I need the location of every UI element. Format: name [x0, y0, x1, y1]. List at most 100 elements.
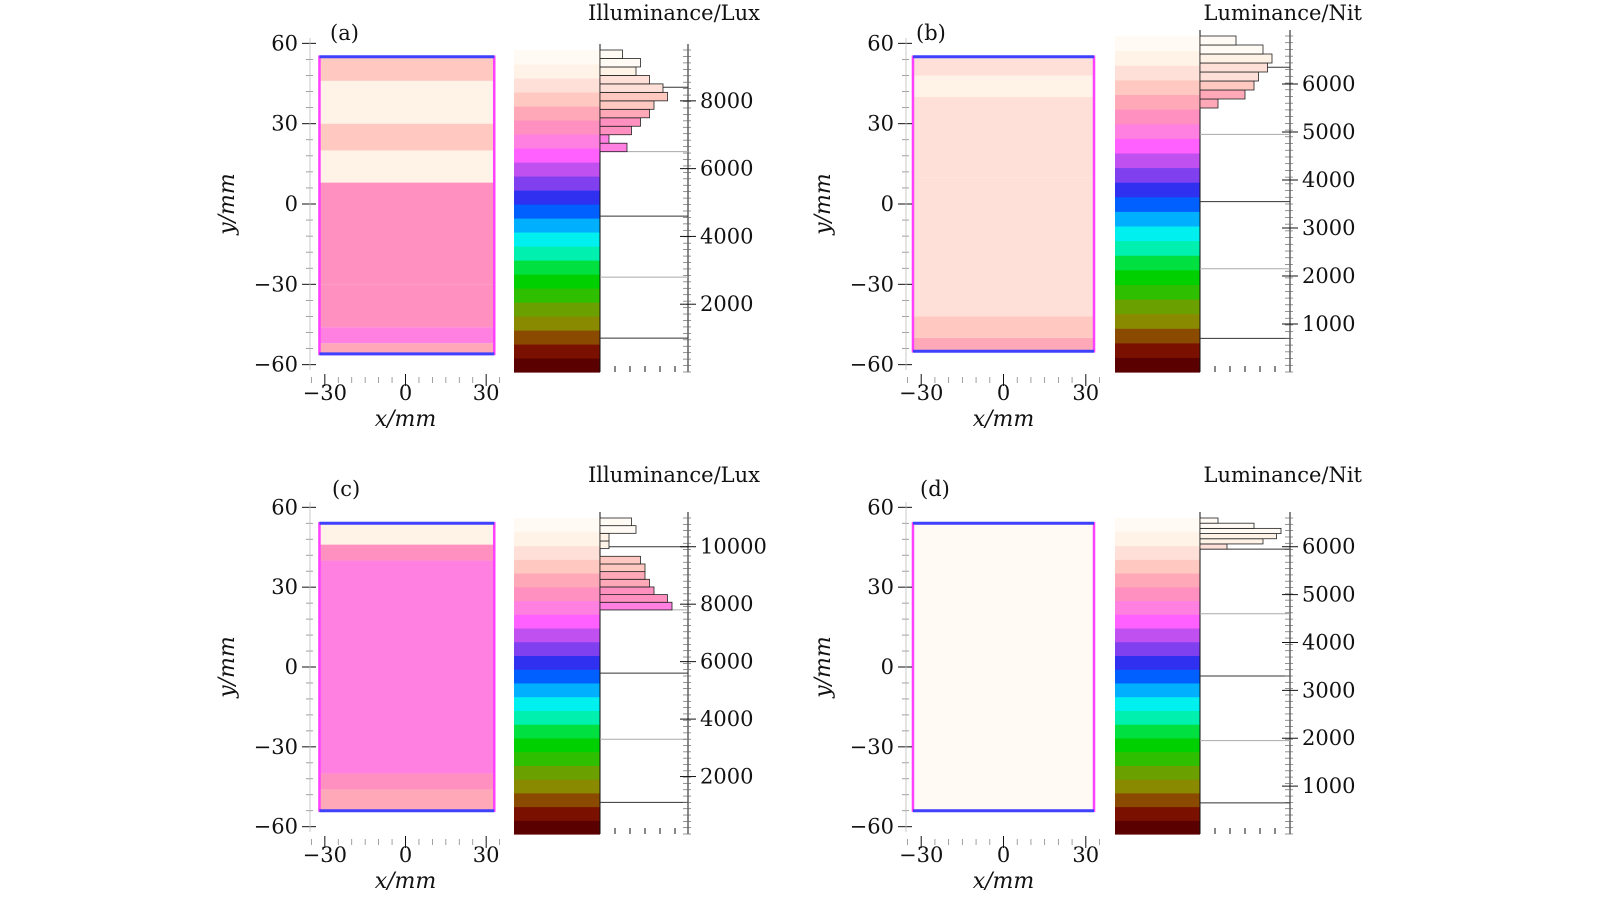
- colorbar-segment-c-6: [514, 751, 600, 766]
- panel-a: (a) y/mm x/mm −30 0 30 60 30 0 −30 −60 I…: [215, 1, 760, 432]
- colorbar-segment-c-20: [514, 559, 600, 574]
- colorbar-c: [514, 518, 600, 835]
- colorbar-segment-b-11: [1115, 211, 1200, 227]
- histogram-d: [1199, 512, 1298, 835]
- heat-band-b-4: [912, 96, 1095, 178]
- colorbar-tick-b-1: 6000: [1302, 72, 1355, 96]
- hist-bar-b-4: [1199, 71, 1259, 82]
- colorbar-segment-b-17: [1115, 123, 1200, 139]
- colorbar-segment-a-6: [514, 288, 600, 303]
- colorbar-segment-d-20: [1115, 559, 1200, 574]
- x-tick-d-2: 0: [997, 843, 1010, 867]
- hist-bar-d-5: [1199, 522, 1255, 529]
- colorbar-segment-a-1: [514, 358, 600, 373]
- hist-bar-c-10: [599, 532, 610, 542]
- hist-bar-a-8: [599, 83, 664, 93]
- hist-bar-a-5: [599, 108, 650, 119]
- heat-band-c-3: [319, 560, 495, 774]
- colorbar-segment-b-21: [1115, 65, 1200, 81]
- colorbar-segment-c-17: [514, 600, 600, 615]
- y-tick-c-1: 60: [271, 495, 298, 519]
- heat-band-a-2: [319, 327, 495, 344]
- y-tick-c-2: 30: [271, 575, 298, 599]
- colorbar-segment-b-13: [1115, 182, 1200, 198]
- colorbar-segment-a-12: [514, 204, 600, 219]
- axes-b: [898, 38, 1100, 386]
- colorbar-segment-c-1: [514, 820, 600, 835]
- colorbar-segment-a-21: [514, 78, 600, 93]
- colorbar-segment-d-11: [1115, 682, 1200, 698]
- colorbar-segment-a-4: [514, 316, 600, 331]
- hist-bar-a-9: [599, 75, 650, 85]
- colorbar-segment-d-23: [1115, 518, 1200, 533]
- colorbar-segment-d-5: [1115, 765, 1200, 780]
- x-axis-label-d: x/mm: [973, 869, 1035, 894]
- colorbar-segment-c-16: [514, 614, 600, 629]
- hist-bar-a-4: [599, 117, 641, 127]
- y-tick-d-1: 60: [867, 495, 894, 519]
- colorbar-segment-b-10: [1115, 225, 1200, 242]
- heatmap-field-a: [319, 56, 495, 354]
- colorbar-segment-d-1: [1115, 820, 1200, 835]
- colorbar-tick-c-5: 2000: [700, 765, 753, 789]
- colorbar-tick-c-2: 8000: [700, 592, 753, 616]
- hist-bar-c-4: [599, 578, 650, 588]
- heat-band-b-5: [912, 75, 1095, 97]
- colorbar-tick-d-6: 1000: [1302, 774, 1355, 798]
- colorbar-segment-b-1: [1115, 357, 1200, 373]
- x-tick-b-1: −30: [899, 381, 943, 405]
- colorbar-segment-b-15: [1115, 152, 1200, 169]
- panel-label-d: (d): [920, 477, 950, 501]
- y-tick-b-1: 60: [867, 31, 894, 55]
- colorbar-tick-b-5: 2000: [1302, 264, 1355, 288]
- x-axis-label-b: x/mm: [973, 407, 1035, 432]
- colorbar-segment-b-22: [1115, 50, 1200, 66]
- axes-c: [302, 502, 501, 848]
- axes-d: [898, 502, 1100, 848]
- colorbar-segment-b-7: [1115, 269, 1200, 285]
- y-tick-a-5: −60: [254, 353, 298, 377]
- colorbar-segment-b-8: [1115, 255, 1200, 271]
- hist-bar-d-3: [1199, 533, 1277, 540]
- heat-band-c-5: [319, 523, 495, 545]
- colorbar-segment-a-9: [514, 246, 600, 261]
- y-tick-b-2: 30: [867, 112, 894, 136]
- colorbar-segment-c-13: [514, 655, 600, 670]
- colorbar-segment-c-4: [514, 779, 600, 794]
- x-tick-d-3: 30: [1072, 843, 1099, 867]
- y-tick-b-4: −30: [850, 272, 894, 296]
- panel-d: (d) y/mm x/mm −30 0 30 60 30 0 −30 −60 L…: [811, 463, 1363, 894]
- y-tick-a-4: −30: [254, 272, 298, 296]
- colorbar-tick-d-4: 3000: [1302, 678, 1355, 702]
- x-tick-a-1: −30: [303, 381, 347, 405]
- x-axis-label-c: x/mm: [375, 869, 437, 894]
- colorbar-segment-a-22: [514, 64, 600, 79]
- x-tick-d-1: −30: [899, 843, 943, 867]
- colorbar-segment-a-16: [514, 148, 600, 163]
- colorbar-segment-d-22: [1115, 531, 1200, 547]
- hist-bar-a-7: [599, 91, 668, 102]
- colorbar-segment-d-10: [1115, 696, 1200, 711]
- heat-band-c-4: [319, 544, 495, 561]
- colorbar-tick-d-3: 4000: [1302, 630, 1355, 654]
- x-tick-c-1: −30: [303, 843, 347, 867]
- hist-bar-d-6: [1199, 517, 1219, 524]
- colorbar-segment-b-12: [1115, 196, 1200, 212]
- colorbar-d: [1115, 518, 1200, 835]
- hist-bar-c-2: [599, 594, 668, 603]
- colorbar-tick-a-1: 8000: [700, 89, 753, 113]
- x-tick-a-3: 30: [473, 381, 500, 405]
- hist-bar-a-3: [599, 125, 632, 136]
- hist-bar-b-3: [1199, 80, 1255, 91]
- heat-band-a-3: [319, 284, 495, 328]
- plot-frame-c: [318, 521, 496, 813]
- plot-frame-b: [911, 55, 1096, 353]
- colorbar-segment-b-4: [1115, 313, 1200, 329]
- colorbar-segment-d-15: [1115, 627, 1200, 643]
- colorbar-segment-c-23: [514, 518, 600, 533]
- colorbar-segment-b-6: [1115, 284, 1200, 300]
- hist-bar-c-12: [599, 517, 632, 527]
- colorbar-title-a: Illuminance/Lux: [588, 1, 760, 25]
- colorbar-segment-c-22: [514, 531, 600, 547]
